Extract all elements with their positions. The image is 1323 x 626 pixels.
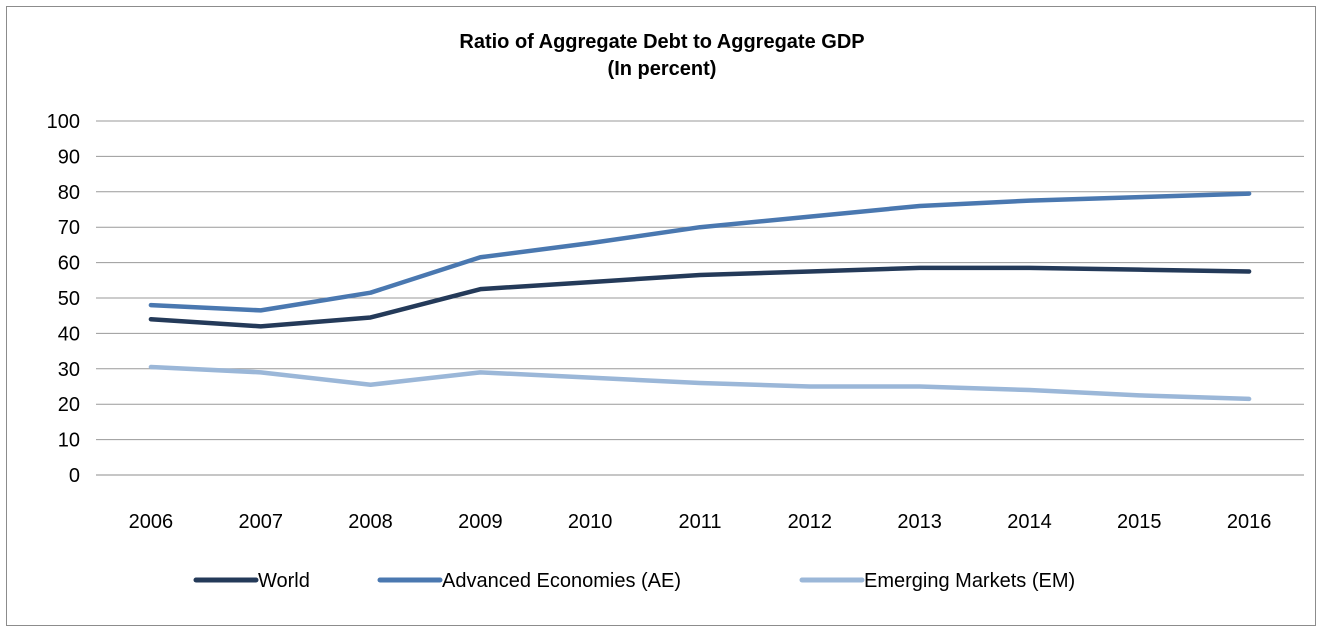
legend-label: Advanced Economies (AE)	[442, 570, 681, 592]
y-tick-label: 80	[58, 182, 80, 204]
legend-label: Emerging Markets (EM)	[864, 570, 1075, 592]
x-tick-label: 2013	[897, 511, 942, 533]
x-tick-label: 2007	[238, 511, 283, 533]
x-tick-label: 2012	[788, 511, 833, 533]
chart-subtitle: (In percent)	[608, 58, 717, 80]
y-tick-label: 50	[58, 288, 80, 310]
y-axis-ticks: 0 10 20 30 40 50 60 70 80 90 100	[47, 111, 80, 487]
y-tick-label: 100	[47, 111, 80, 133]
chart-title: Ratio of Aggregate Debt to Aggregate GDP	[459, 31, 864, 53]
series-line-1	[151, 194, 1249, 311]
legend: World Advanced Economies (AE) Emerging Mar…	[196, 570, 1075, 592]
x-tick-label: 2016	[1227, 511, 1272, 533]
y-tick-label: 20	[58, 394, 80, 416]
series-lines	[151, 193, 1249, 399]
y-tick-label: 0	[69, 465, 80, 487]
x-tick-label: 2015	[1117, 511, 1162, 533]
y-tick-label: 90	[58, 146, 80, 168]
x-axis-ticks: 2006 2007 2008 2009 2010 2011 2012 2013 2014 2015…	[129, 511, 1272, 533]
gridlines	[96, 121, 1304, 475]
y-tick-label: 70	[58, 217, 80, 239]
y-tick-label: 40	[58, 323, 80, 345]
x-tick-label: 2009	[458, 511, 503, 533]
x-tick-label: 2011	[678, 511, 721, 533]
y-tick-label: 60	[58, 253, 80, 275]
y-tick-label: 10	[58, 430, 80, 452]
legend-label: World	[258, 570, 310, 592]
y-tick-label: 30	[58, 359, 80, 381]
series-line-0	[151, 268, 1249, 326]
x-tick-label: 2010	[568, 511, 613, 533]
x-tick-label: 2008	[348, 511, 393, 533]
x-tick-label: 2014	[1007, 511, 1052, 533]
x-tick-label: 2006	[129, 511, 174, 533]
